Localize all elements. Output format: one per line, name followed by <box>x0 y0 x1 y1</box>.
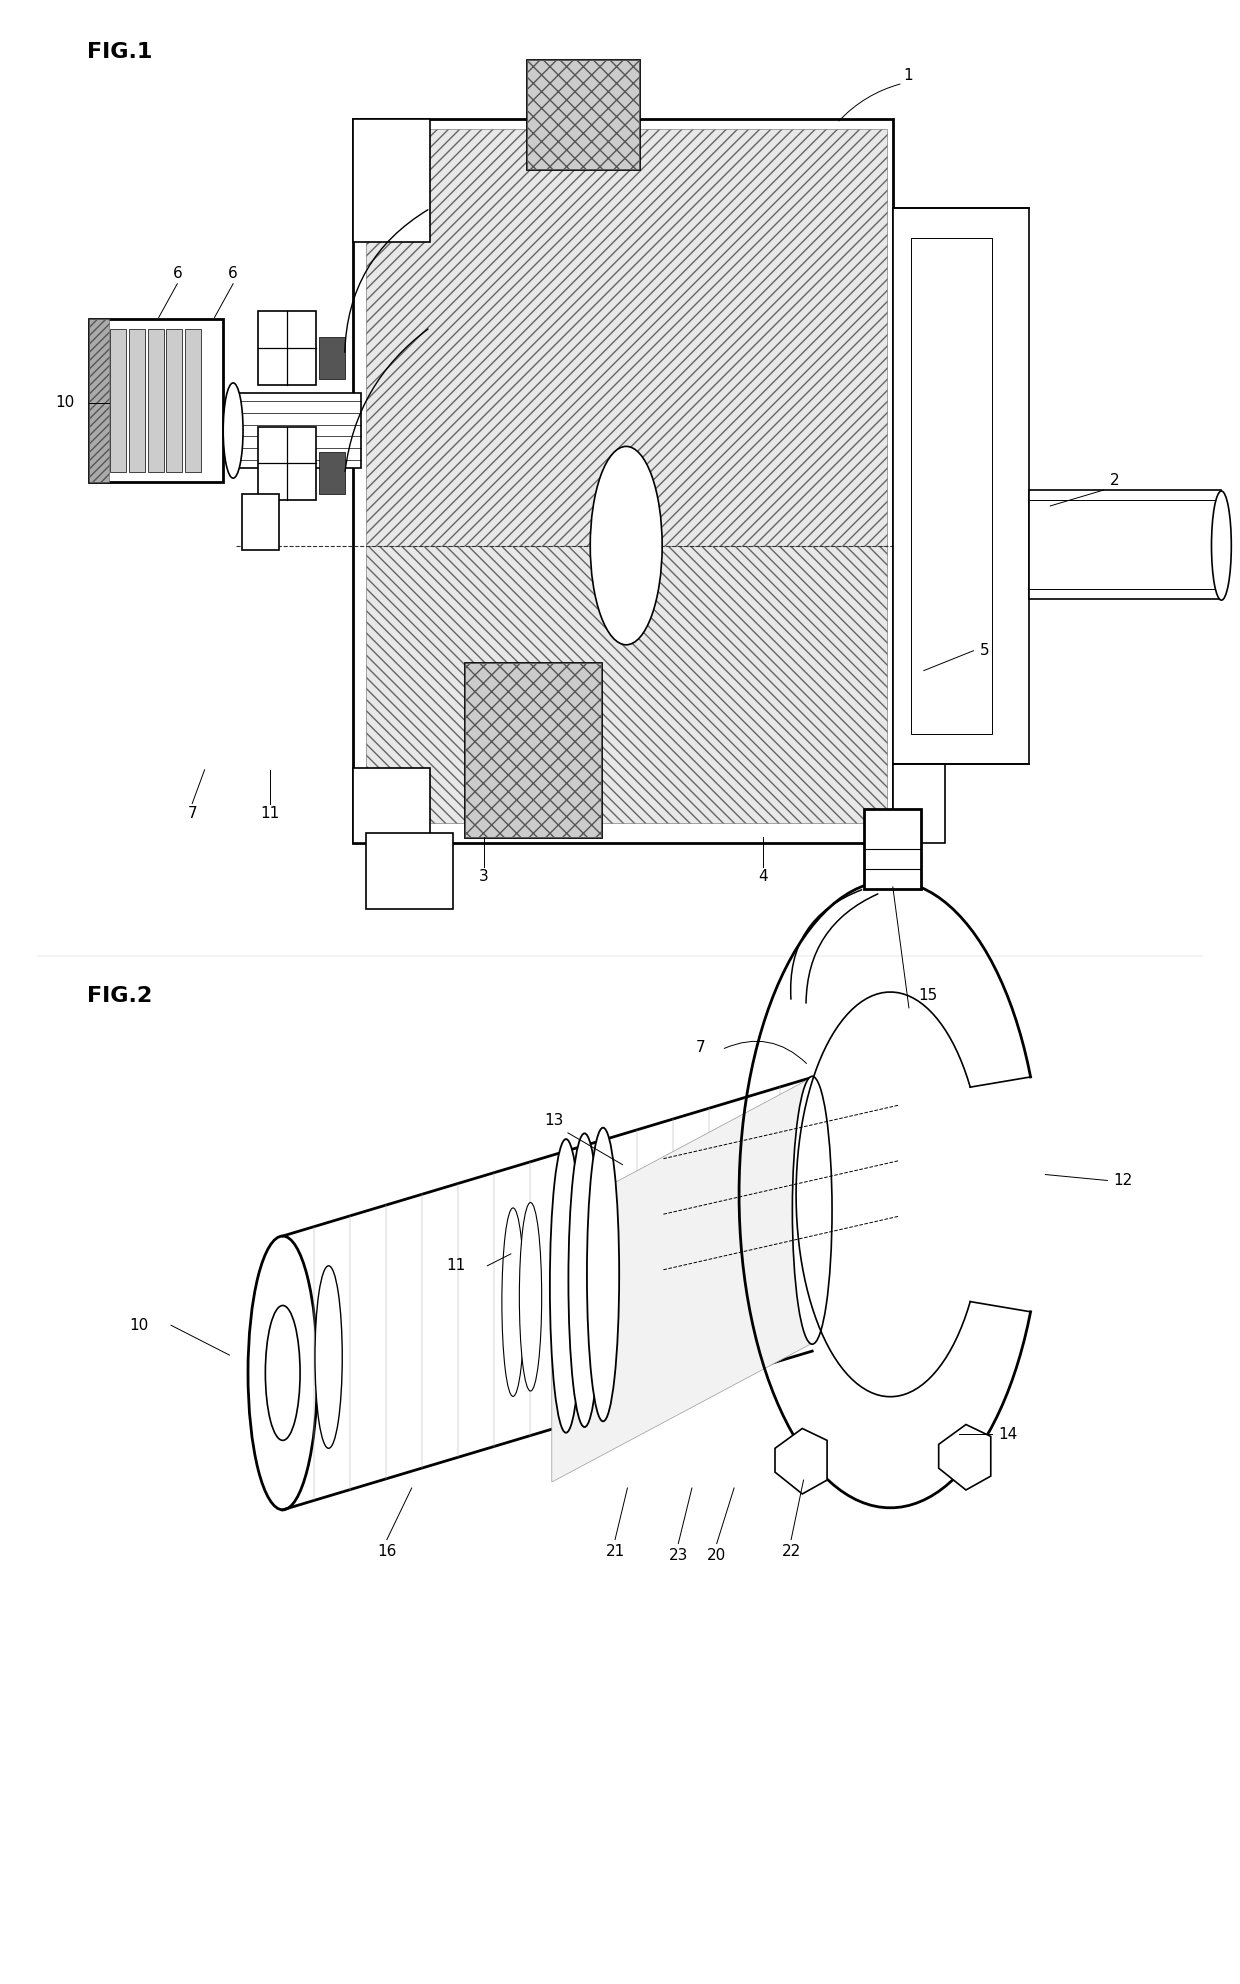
Text: 3: 3 <box>479 869 489 885</box>
Text: 21: 21 <box>605 1544 625 1559</box>
Text: 22: 22 <box>781 1544 801 1559</box>
Text: FIG.2: FIG.2 <box>87 986 153 1006</box>
Bar <box>353 119 430 242</box>
Ellipse shape <box>549 1139 582 1432</box>
Text: 10: 10 <box>129 1317 149 1333</box>
Bar <box>258 427 316 500</box>
Bar <box>242 494 279 550</box>
Polygon shape <box>465 663 601 837</box>
Bar <box>258 311 316 385</box>
Bar <box>110 329 126 472</box>
Polygon shape <box>552 1077 812 1482</box>
Bar <box>893 208 1029 764</box>
Bar <box>319 337 345 379</box>
Text: 15: 15 <box>918 988 937 1004</box>
Ellipse shape <box>223 383 243 478</box>
Ellipse shape <box>568 1133 600 1426</box>
Text: 10: 10 <box>55 395 74 411</box>
Bar <box>366 833 453 909</box>
Bar <box>166 329 182 472</box>
Text: 23: 23 <box>668 1548 688 1563</box>
Text: 6: 6 <box>172 266 182 282</box>
Text: 20: 20 <box>707 1548 727 1563</box>
Polygon shape <box>89 319 109 482</box>
Ellipse shape <box>502 1208 525 1397</box>
Text: 12: 12 <box>1114 1173 1133 1188</box>
Polygon shape <box>527 60 639 169</box>
Bar <box>129 329 145 472</box>
Bar <box>148 329 164 472</box>
Bar <box>233 393 361 468</box>
Bar <box>353 768 430 843</box>
Text: 13: 13 <box>544 1113 564 1129</box>
Text: 4: 4 <box>758 869 768 885</box>
Text: 11: 11 <box>446 1258 466 1274</box>
Text: 6: 6 <box>228 266 238 282</box>
Ellipse shape <box>792 1075 832 1345</box>
Bar <box>911 238 992 734</box>
Bar <box>864 809 921 889</box>
Bar <box>465 663 601 837</box>
Text: 7: 7 <box>187 806 197 821</box>
Ellipse shape <box>1211 492 1231 601</box>
Text: 14: 14 <box>998 1426 1018 1442</box>
Ellipse shape <box>590 446 662 645</box>
Text: 2: 2 <box>1110 472 1120 488</box>
Text: 16: 16 <box>377 1544 397 1559</box>
Ellipse shape <box>265 1305 300 1440</box>
Bar <box>319 452 345 494</box>
Bar <box>185 329 201 472</box>
Polygon shape <box>893 764 945 843</box>
Ellipse shape <box>587 1127 619 1421</box>
Polygon shape <box>366 546 887 823</box>
Bar <box>527 60 639 169</box>
Ellipse shape <box>248 1236 317 1510</box>
Bar <box>353 119 893 843</box>
Text: 1: 1 <box>903 67 913 83</box>
Ellipse shape <box>315 1266 342 1448</box>
Text: 5: 5 <box>980 643 990 659</box>
Text: 11: 11 <box>260 806 280 821</box>
Polygon shape <box>366 129 887 546</box>
Bar <box>1029 490 1221 599</box>
Bar <box>89 319 223 482</box>
Text: 7: 7 <box>696 1040 706 1055</box>
Polygon shape <box>939 1425 991 1490</box>
Ellipse shape <box>520 1202 542 1391</box>
Polygon shape <box>775 1428 827 1494</box>
Text: FIG.1: FIG.1 <box>87 42 153 62</box>
